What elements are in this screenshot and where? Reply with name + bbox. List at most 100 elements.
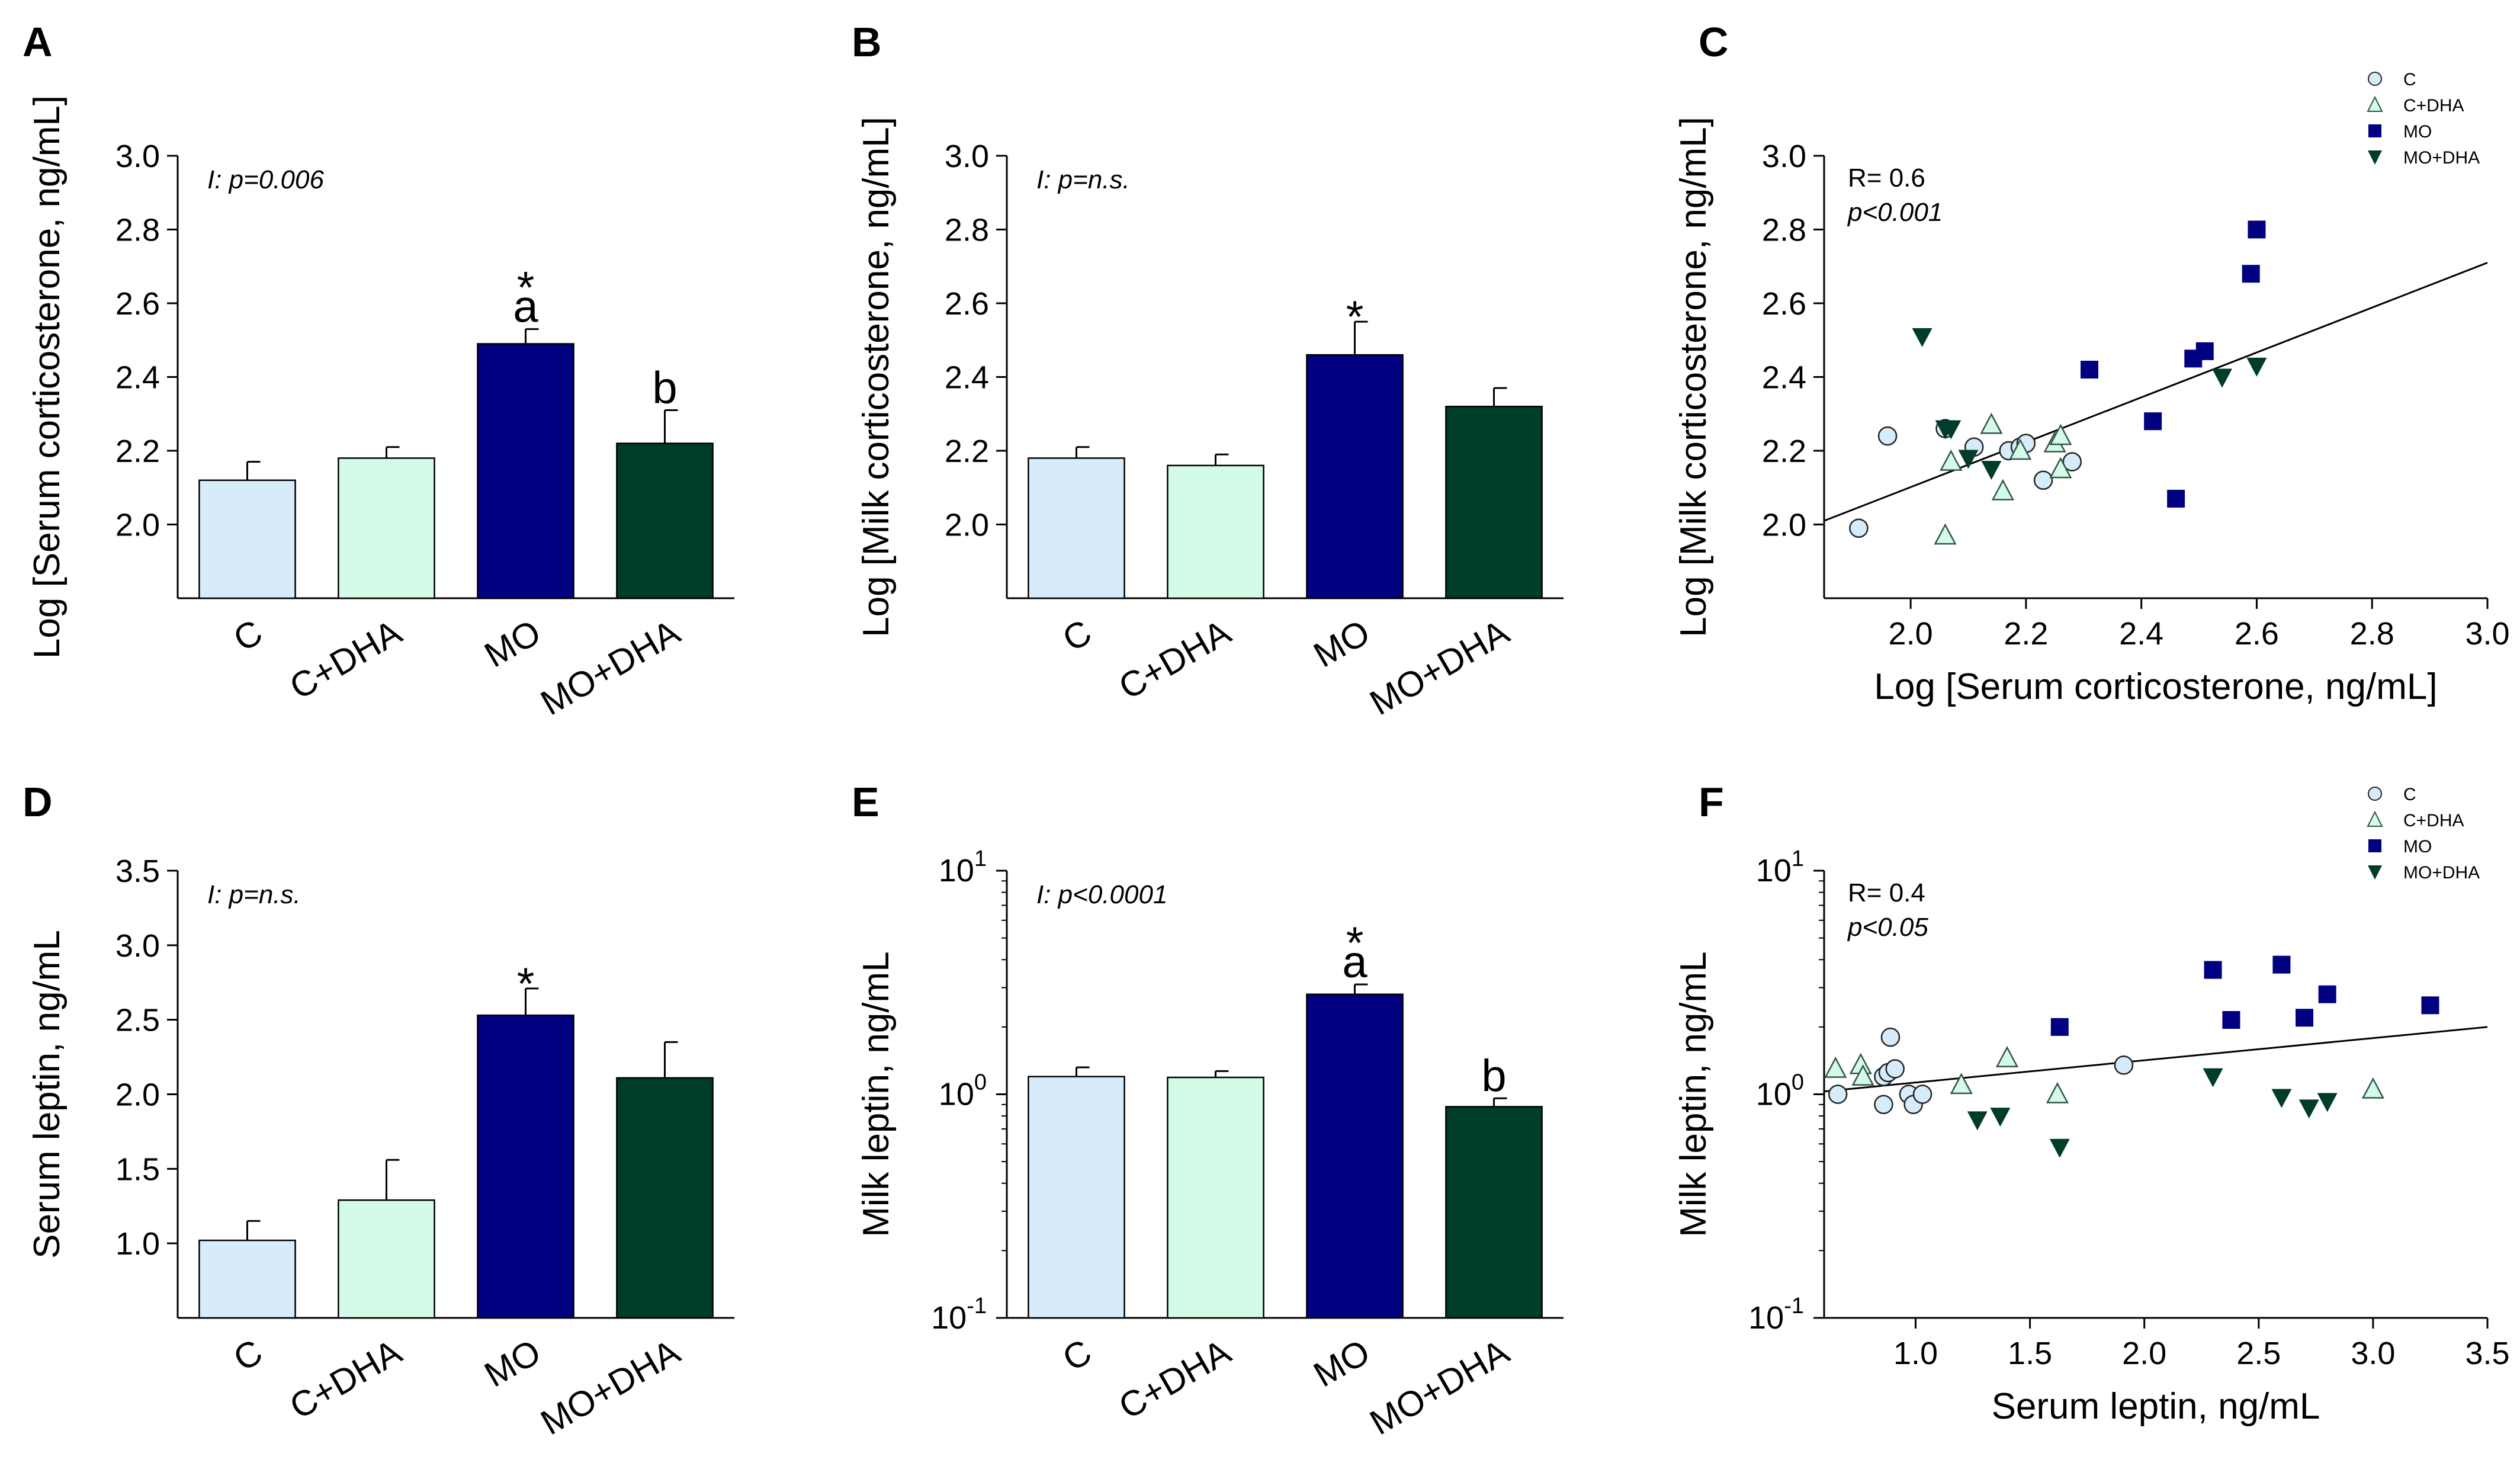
- data-point: [1851, 1064, 1874, 1086]
- significance-letter: b: [1481, 1051, 1506, 1101]
- y-tick-label: 101: [1756, 846, 1804, 888]
- bar: [338, 1199, 435, 1319]
- legend-marker: [2368, 865, 2382, 880]
- panel-B: B 2.0 2.2 2.4 2.6 2.8 3.0 Log [Milk corticoster…: [852, 19, 1564, 723]
- y-tick-label: 2.8: [1762, 213, 1806, 248]
- legend-label: MO: [2403, 837, 2432, 856]
- bar: [616, 442, 714, 599]
- category-label: MO: [1307, 1332, 1376, 1394]
- y-tick-label: 2.4: [945, 360, 989, 396]
- significance-letter: b: [652, 363, 677, 413]
- p-value: p<0.05: [1847, 913, 1928, 942]
- p-value: p<0.001: [1847, 198, 1943, 227]
- data-point: [2272, 955, 2291, 974]
- y-tick-exponent: 0: [974, 1070, 987, 1095]
- bar: [1306, 354, 1404, 599]
- data-point: [1981, 461, 2002, 480]
- data-point: [1849, 518, 1869, 538]
- data-point: [1958, 450, 1979, 469]
- panel-D: D 1.0 1.5 2.0 2.5 3.0 3.5 Serum leptin, ng/mL I:…: [23, 779, 734, 1442]
- significance-letter: a: [1342, 937, 1367, 987]
- y-tick-label: 100: [939, 1070, 987, 1112]
- x-tick-label: 1.0: [1893, 1336, 1938, 1371]
- data-point: [2062, 452, 2082, 471]
- y-tick-exponent: -1: [1784, 1294, 1804, 1318]
- data-point: [2204, 961, 2222, 979]
- panel-A: A 2.0 2.2 2.4 2.6 2.8 3.0 Log [Serum corticoste…: [23, 19, 734, 723]
- y-axis-label: Milk leptin, ng/mL: [856, 951, 897, 1237]
- bar: [338, 457, 435, 599]
- y-tick-base: 10: [1748, 1300, 1784, 1336]
- category-label: C: [1056, 612, 1098, 659]
- data-point: [1980, 412, 2003, 434]
- significance-letter: a: [513, 282, 538, 332]
- data-point: [2318, 985, 2336, 1003]
- y-tick-label: 2.0: [945, 508, 989, 543]
- y-tick-label: 2.4: [115, 360, 160, 396]
- x-tick-label: 2.2: [2004, 616, 2048, 652]
- y-tick-label: 3.0: [115, 139, 160, 174]
- x-tick-label: 3.5: [2465, 1336, 2509, 1371]
- data-point: [1995, 1045, 2019, 1067]
- y-tick-exponent: 1: [1792, 846, 1804, 871]
- y-tick-exponent: 1: [974, 846, 987, 871]
- panel-label: C: [1699, 19, 1729, 65]
- panel-label: A: [23, 19, 53, 65]
- legend-label: C: [2403, 70, 2416, 89]
- panel-label: F: [1699, 779, 1724, 825]
- data-point: [1880, 1027, 1901, 1047]
- data-point: [1912, 328, 1932, 348]
- bar: [198, 1239, 296, 1319]
- bar: [1028, 1076, 1125, 1319]
- x-tick-label: 1.5: [2008, 1336, 2052, 1371]
- data-point: [2049, 1138, 2070, 1158]
- legend-marker: [2368, 72, 2382, 86]
- y-tick-label: 2.6: [945, 286, 989, 322]
- bar: [477, 1014, 574, 1319]
- x-tick-label: 3.0: [2465, 616, 2509, 652]
- y-tick-label: 10-1: [931, 1294, 987, 1336]
- data-point: [2081, 361, 2098, 379]
- y-tick-label: 2.6: [115, 286, 160, 322]
- legend-marker: [2367, 95, 2383, 112]
- category-label: C+DHA: [1112, 612, 1237, 707]
- data-point: [1885, 1059, 1905, 1079]
- legend-label: MO+DHA: [2403, 863, 2480, 883]
- bar: [1445, 406, 1543, 599]
- data-point: [2050, 1018, 2069, 1036]
- data-point: [1990, 1108, 2011, 1127]
- significance-star: *: [517, 959, 535, 1009]
- stat-annotation: I: p=0.006: [207, 165, 324, 194]
- bar: [1167, 1076, 1264, 1319]
- legend-marker: [2368, 787, 2382, 801]
- y-tick-label: 1.5: [115, 1151, 160, 1187]
- data-point: [2248, 220, 2266, 239]
- panel-label: B: [852, 19, 882, 65]
- data-point: [2271, 1089, 2292, 1108]
- y-tick-label: 3.5: [115, 854, 160, 889]
- y-tick-label: 2.0: [115, 1077, 160, 1113]
- y-tick-label: 1.0: [115, 1226, 160, 1262]
- y-tick-base: 10: [939, 853, 974, 888]
- x-axis-label: Log [Serum corticosterone, ng/mL]: [1874, 666, 2437, 707]
- y-tick-label: 2.4: [1762, 360, 1806, 396]
- bar: [1445, 1106, 1543, 1319]
- y-tick-exponent: -1: [967, 1294, 987, 1318]
- data-point: [2144, 412, 2162, 431]
- data-point: [2296, 1009, 2314, 1027]
- data-point: [2361, 1077, 2384, 1099]
- x-tick-label: 2.0: [1889, 616, 1933, 652]
- data-point: [1828, 1085, 1848, 1104]
- category-label: C: [227, 1332, 269, 1379]
- data-point: [1934, 523, 1957, 545]
- y-tick-base: 10: [1756, 853, 1792, 888]
- data-point: [2246, 357, 2267, 377]
- x-tick-label: 2.6: [2235, 616, 2279, 652]
- data-point: [1991, 479, 2014, 500]
- legend-label: MO+DHA: [2403, 148, 2480, 168]
- category-label: C+DHA: [283, 612, 408, 707]
- y-tick-label: 2.2: [1762, 434, 1806, 469]
- bar: [1167, 464, 1264, 599]
